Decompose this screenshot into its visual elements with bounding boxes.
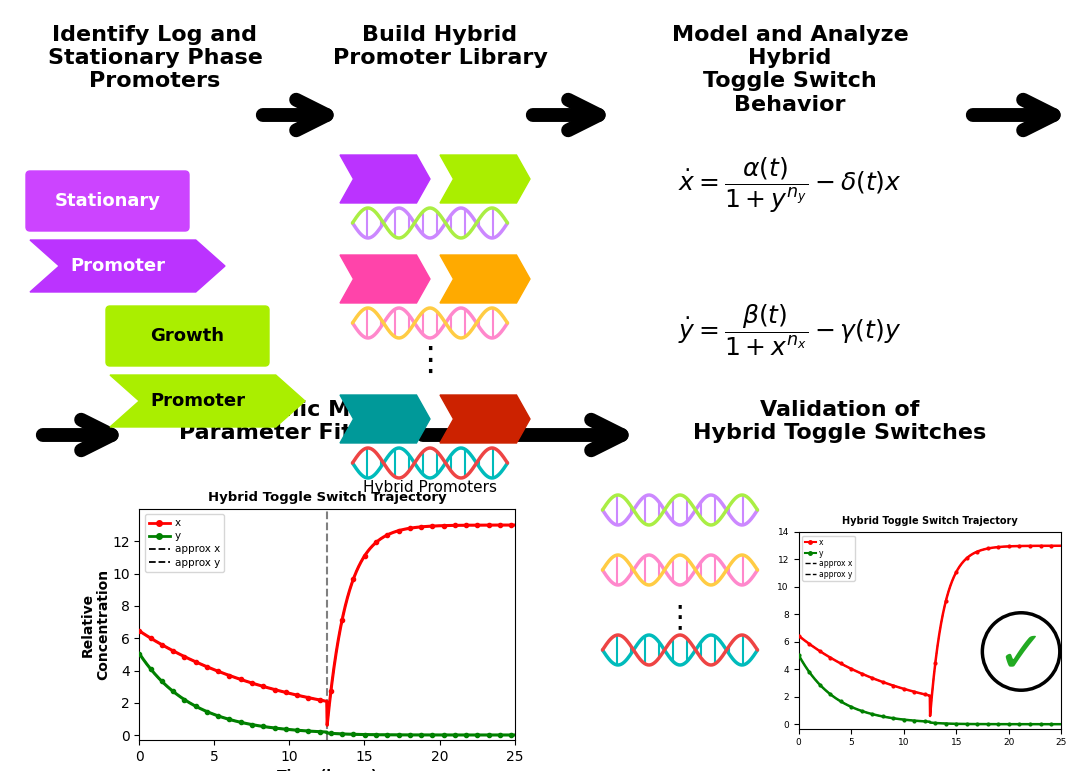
Legend: x, y, approx x, approx y: x, y, approx x, approx y <box>803 536 855 581</box>
Title: Hybrid Toggle Switch Trajectory: Hybrid Toggle Switch Trajectory <box>208 490 446 503</box>
Text: Identify Log and
Stationary Phase
Promoters: Identify Log and Stationary Phase Promot… <box>47 25 263 92</box>
Polygon shape <box>440 155 530 203</box>
Text: Validation of
Hybrid Toggle Switches: Validation of Hybrid Toggle Switches <box>694 400 986 443</box>
Text: $\dot{x} = \dfrac{\alpha(t)}{1 + y^{n_y}} - \delta(t)x$: $\dot{x} = \dfrac{\alpha(t)}{1 + y^{n_y}… <box>679 155 902 214</box>
Polygon shape <box>440 255 530 303</box>
X-axis label: Time (hours): Time (hours) <box>277 769 377 771</box>
Polygon shape <box>340 395 430 443</box>
Polygon shape <box>110 375 306 427</box>
FancyBboxPatch shape <box>26 171 189 231</box>
Text: Build Hybrid
Promoter Library: Build Hybrid Promoter Library <box>332 25 548 68</box>
Text: ⋮: ⋮ <box>665 604 696 632</box>
Polygon shape <box>30 240 225 292</box>
Polygon shape <box>440 395 530 443</box>
Text: ✓: ✓ <box>997 627 1045 684</box>
Text: ⋮: ⋮ <box>414 344 447 376</box>
Polygon shape <box>340 255 430 303</box>
Text: Algorithmic Model
Parameter Fitting: Algorithmic Model Parameter Fitting <box>176 400 404 443</box>
Legend: x, y, approx x, approx y: x, y, approx x, approx y <box>145 514 224 572</box>
Text: Promoter: Promoter <box>150 392 245 410</box>
Text: Stationary: Stationary <box>55 192 161 210</box>
Text: Promoter: Promoter <box>71 257 165 275</box>
Text: $\dot{y} = \dfrac{\beta(t)}{1 + x^{n_x}} - \gamma(t)y$: $\dot{y} = \dfrac{\beta(t)}{1 + x^{n_x}}… <box>679 302 902 358</box>
Y-axis label: Relative
Concentration: Relative Concentration <box>80 569 110 680</box>
Text: Model and Analyze
Hybrid
Toggle Switch
Behavior: Model and Analyze Hybrid Toggle Switch B… <box>672 25 908 115</box>
Text: Growth: Growth <box>150 327 224 345</box>
Text: Hybrid Promoters: Hybrid Promoters <box>363 480 497 495</box>
FancyBboxPatch shape <box>106 306 269 366</box>
Title: Hybrid Toggle Switch Trajectory: Hybrid Toggle Switch Trajectory <box>843 516 1017 526</box>
Polygon shape <box>340 155 430 203</box>
